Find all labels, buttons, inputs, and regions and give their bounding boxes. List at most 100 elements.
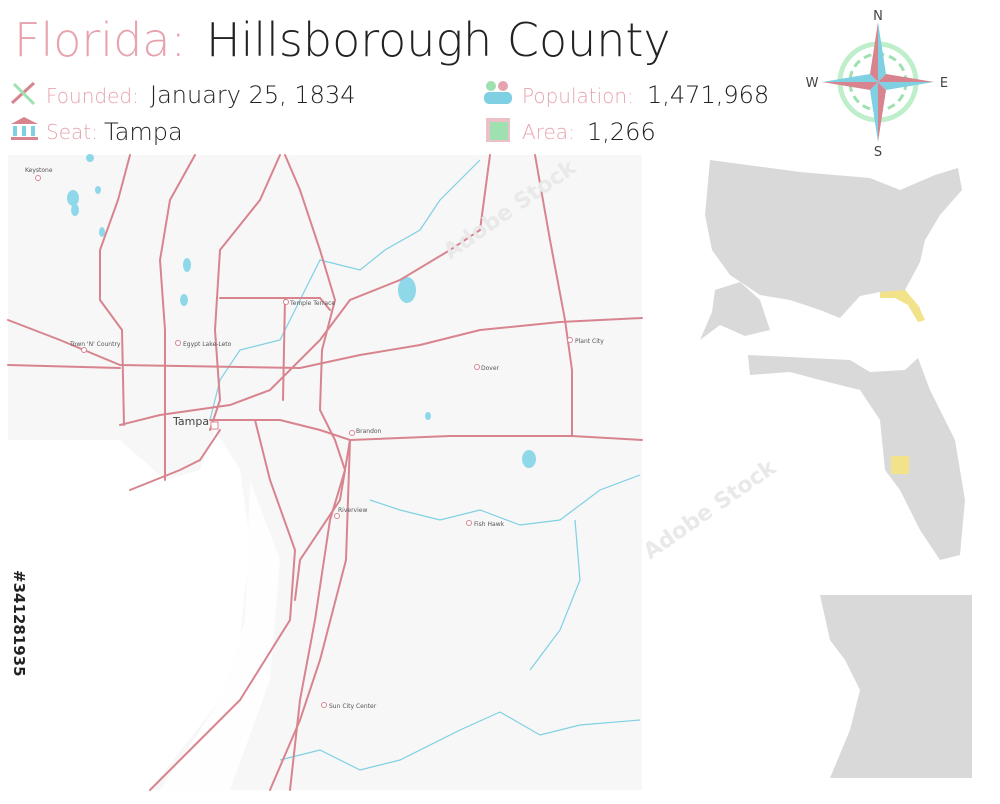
seat-icon-part <box>11 117 38 124</box>
seat-icon-part <box>31 126 35 136</box>
seat-icon-part <box>13 126 17 136</box>
place-dots-part <box>321 702 327 708</box>
lakes-part <box>183 258 191 272</box>
roads-part <box>158 154 196 481</box>
rivers <box>209 159 641 771</box>
rivers-part <box>279 711 641 771</box>
roads-part <box>7 364 121 369</box>
county-name: Hillsborough County <box>206 13 671 67</box>
us-locator <box>700 160 962 340</box>
population-icon-part <box>498 81 508 91</box>
area-icon <box>486 118 510 142</box>
zoom-locator <box>790 595 972 778</box>
fact-value: 1,471,968 <box>647 81 769 109</box>
fact-label: Population: <box>522 84 634 108</box>
place-dots-part <box>35 175 41 181</box>
compass-label: E <box>940 76 948 91</box>
population-icon-part <box>486 81 496 91</box>
rivers-part <box>369 474 641 526</box>
florida-locator-part <box>748 355 965 560</box>
place-label: Keystone <box>25 167 53 174</box>
us-locator-part <box>700 282 770 340</box>
founded-icon <box>10 81 36 106</box>
rivers-part <box>209 159 481 421</box>
florida-locator-part <box>891 456 909 474</box>
us-locator-part <box>880 290 925 322</box>
county-map: Keystone Town 'N' Country Egypt Lake-Let… <box>7 154 643 791</box>
place-dots <box>35 175 573 708</box>
lakes-part <box>425 412 431 420</box>
roads-part <box>99 154 131 426</box>
place-dots-part <box>81 347 87 353</box>
watermark-brand: Adobe Stock <box>639 455 782 565</box>
population-icon-part <box>484 92 512 104</box>
compass-part <box>878 74 934 82</box>
place-dots-part <box>283 299 289 305</box>
compass-part <box>870 22 878 82</box>
roads-part <box>129 429 221 491</box>
fact-value: 1,266 <box>587 118 656 146</box>
roads-part <box>119 154 491 426</box>
county-map-part <box>8 430 250 790</box>
place-label: Riverview <box>338 507 367 514</box>
lakes-part <box>398 277 416 303</box>
lakes-part <box>95 186 101 194</box>
compass-part <box>870 82 878 142</box>
roads-part <box>294 439 351 601</box>
compass-label: W <box>806 76 819 91</box>
roads-part <box>284 154 347 791</box>
roads <box>7 154 643 791</box>
roads-part <box>149 419 297 791</box>
fact-label: Founded: <box>46 84 139 108</box>
roads-part <box>7 317 643 370</box>
lakes-part <box>99 227 105 237</box>
place-dots-part <box>567 337 573 343</box>
compass-label: S <box>874 145 882 160</box>
place-label: Plant City <box>575 338 604 345</box>
place-dots-part <box>210 421 219 430</box>
us-locator-part <box>705 160 962 322</box>
rivers-part <box>529 519 581 671</box>
compass-part <box>878 22 886 82</box>
founded-icon-part <box>12 82 36 106</box>
place-label: Brandon <box>356 428 382 435</box>
fact-value: Tampa <box>104 118 183 146</box>
fact-label: Area: <box>522 120 575 144</box>
compass-part <box>822 74 878 82</box>
place-label: Sun City Center <box>329 703 377 710</box>
place-dots-part <box>334 513 340 519</box>
florida-locator <box>748 355 965 560</box>
watermark-id: #341281935 <box>10 570 28 677</box>
seat-icon <box>11 117 38 140</box>
roads-part <box>269 439 351 791</box>
place-dots-part <box>349 430 355 436</box>
lakes-part <box>522 450 536 468</box>
compass: N E S W <box>806 9 949 160</box>
place-label: Egypt Lake-Leto <box>183 341 232 348</box>
roads-part <box>219 297 331 311</box>
population-icon <box>484 81 512 104</box>
place-label: Tampa <box>172 415 209 428</box>
compass-part <box>822 82 878 90</box>
lakes-part <box>71 204 79 216</box>
lakes-part <box>67 190 79 206</box>
zoom-locator-part <box>790 595 860 778</box>
roads-part <box>282 297 286 401</box>
place-label: Dover <box>481 365 500 372</box>
place-label: Fish Hawk <box>474 521 505 528</box>
state-name: Florida: <box>14 13 186 67</box>
seat-icon-part <box>11 137 38 140</box>
area-icon-part <box>490 122 508 140</box>
compass-part <box>878 82 934 90</box>
lakes-part <box>180 294 188 306</box>
compass-part <box>878 82 886 142</box>
place-label: Town 'N' Country <box>69 341 121 348</box>
roads-part <box>209 154 281 431</box>
place-dots-part <box>175 340 181 346</box>
header: Florida: Hillsborough County Founded: Ja… <box>10 13 769 146</box>
fact-label: Seat: <box>46 120 98 144</box>
seat-icon-part <box>22 126 26 136</box>
place-label: Temple Terrace <box>289 300 335 307</box>
compass-label: N <box>873 9 883 24</box>
